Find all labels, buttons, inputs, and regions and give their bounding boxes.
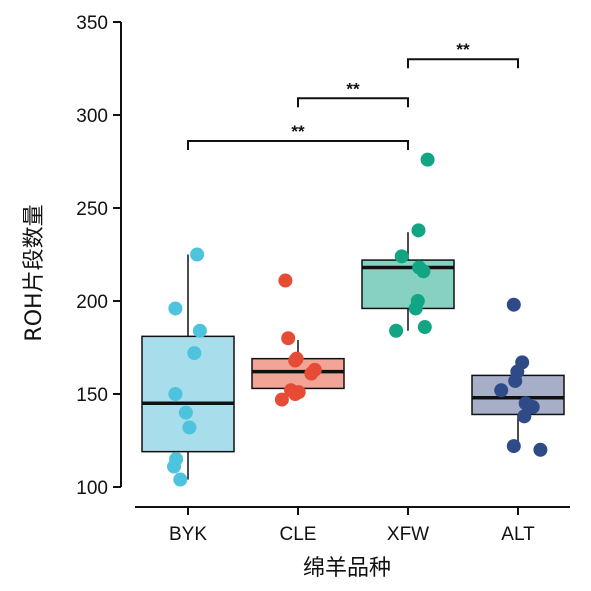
bracket-line <box>297 97 409 108</box>
data-point-byk <box>178 405 193 420</box>
data-point-cle <box>304 366 319 381</box>
significance-bracket: ** <box>187 122 409 151</box>
data-point-byk <box>168 301 183 316</box>
significance-label: ** <box>346 79 360 98</box>
data-point-byk <box>168 387 183 401</box>
x-axis-title: 绵羊品种 <box>303 556 391 581</box>
axes: 100 150 200 250 300 350 BYK CLE XFW ALT <box>76 13 570 545</box>
significance-brackets: ** ** ** <box>187 40 519 151</box>
data-point-alt <box>494 383 509 398</box>
data-point-byk <box>182 420 197 435</box>
y-tick-label: 150 <box>76 385 108 406</box>
data-point-cle <box>288 353 303 368</box>
x-tick-label: CLE <box>280 524 317 545</box>
data-point-xfw <box>416 264 431 279</box>
data-point-alt <box>506 439 521 454</box>
data-point-xfw <box>394 249 409 264</box>
data-point-alt <box>517 409 532 424</box>
x-tick-label: ALT <box>501 524 535 545</box>
data-point-byk <box>173 472 188 487</box>
box-cle <box>251 340 345 400</box>
box-xfw <box>361 232 455 331</box>
data-point-xfw <box>389 323 404 338</box>
data-point-xfw <box>411 223 426 238</box>
data-point-xfw <box>408 301 423 316</box>
data-point-alt <box>533 442 548 457</box>
data-point-byk <box>167 459 181 474</box>
data-point-cle <box>288 387 303 401</box>
y-axis-title: ROH片段数量 <box>22 204 47 341</box>
x-tick-label: BYK <box>169 524 207 545</box>
significance-bracket: ** <box>297 79 409 108</box>
y-tick-label: 100 <box>76 478 108 499</box>
data-point-byk <box>192 323 207 338</box>
data-point-alt <box>508 373 523 388</box>
data-point-byk <box>187 346 202 361</box>
significance-bracket: ** <box>407 40 519 69</box>
data-point-alt <box>506 297 521 312</box>
y-tick-label: 200 <box>76 292 108 313</box>
box-byk <box>141 254 235 480</box>
data-point-xfw <box>420 152 435 167</box>
significance-label: ** <box>456 40 470 59</box>
significance-label: ** <box>291 122 305 141</box>
boxes <box>141 232 565 480</box>
data-point-byk <box>190 247 205 262</box>
y-tick-label: 300 <box>76 106 108 127</box>
data-point-xfw <box>417 320 432 335</box>
data-point-cle <box>274 392 289 407</box>
data-point-cle <box>281 331 296 346</box>
bracket-line <box>407 58 519 69</box>
x-tick-label: XFW <box>387 524 429 545</box>
box-iqr <box>251 357 345 390</box>
data-point-cle <box>278 273 293 288</box>
y-tick-label: 250 <box>76 199 108 220</box>
bracket-line <box>187 140 409 151</box>
data-points <box>167 152 548 487</box>
y-tick-label: 350 <box>76 13 108 34</box>
data-point-alt <box>525 400 540 415</box>
